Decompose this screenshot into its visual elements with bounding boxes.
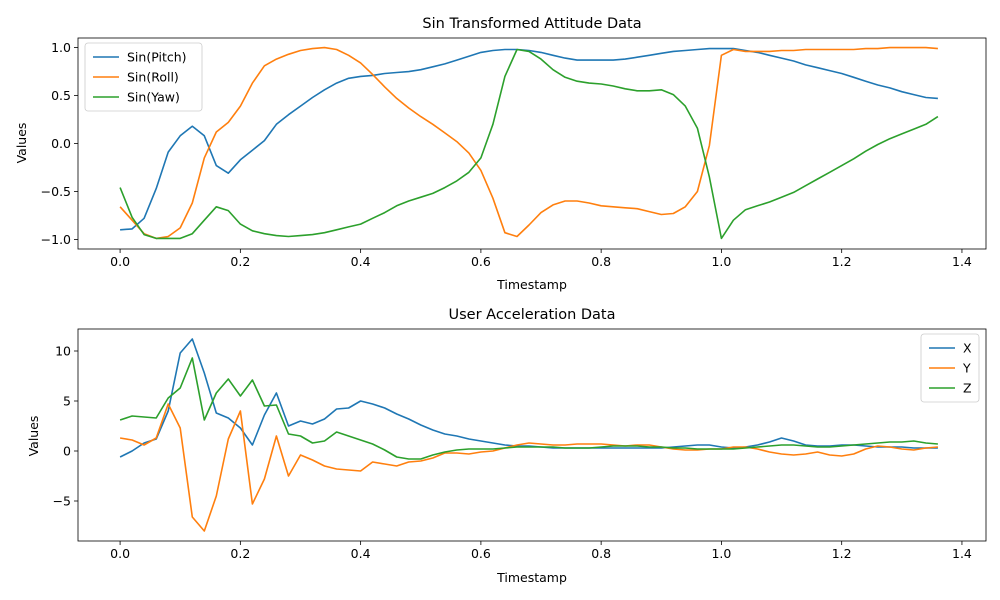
x-tick-label: 0.8 xyxy=(591,254,611,269)
y-tick-label: 10 xyxy=(55,344,71,359)
series-line-1 xyxy=(119,338,938,458)
series-line-3 xyxy=(119,48,939,240)
series-line-2 xyxy=(119,46,938,240)
legend: Sin(Pitch) Sin(Roll) Sin(Yaw) xyxy=(84,42,203,112)
x-tick-label: 0.2 xyxy=(230,546,250,561)
y-axis-label: Values xyxy=(14,123,29,164)
legend-entry: Y xyxy=(962,361,971,376)
chart-acceleration: User Acceleration Data 0.0 0.2 0.4 0.6 0.8 1.… xyxy=(26,307,987,585)
x-tick-label: 1.4 xyxy=(952,254,972,269)
y-tick-label: 0.0 xyxy=(51,136,71,151)
x-tick-label: 1.2 xyxy=(832,546,852,561)
y-axis-label: Values xyxy=(26,416,41,457)
y-tick-label: 0 xyxy=(63,444,71,459)
legend-entry: Sin(Roll) xyxy=(127,70,179,85)
y-tick-label: 0.5 xyxy=(51,88,71,103)
x-axis-label: Timestamp xyxy=(496,570,567,585)
plot-area xyxy=(119,338,938,532)
x-tick-label: 0.0 xyxy=(110,254,130,269)
legend-entry: Sin(Pitch) xyxy=(127,50,187,65)
legend-entry: X xyxy=(963,341,972,356)
x-tick-label: 1.2 xyxy=(832,254,852,269)
x-tick-label: 0.6 xyxy=(471,546,491,561)
legend-frame xyxy=(84,42,203,112)
x-tick-label: 0.4 xyxy=(351,546,371,561)
tick-layer: 0.0 0.2 0.4 0.6 0.8 1.0 1.2 1.4 −5 0 5 10 xyxy=(53,344,972,562)
chart-title: Sin Transformed Attitude Data xyxy=(422,16,641,32)
y-tick-label: 5 xyxy=(63,394,71,409)
x-tick-label: 0.2 xyxy=(230,254,250,269)
x-tick-label: 0.0 xyxy=(110,546,130,561)
chart-title: User Acceleration Data xyxy=(449,307,616,323)
x-tick-label: 1.0 xyxy=(711,546,731,561)
axes-frame xyxy=(77,328,987,542)
series-line-2 xyxy=(119,403,938,532)
legend-entry: Sin(Yaw) xyxy=(127,90,180,105)
x-axis-label: Timestamp xyxy=(496,277,567,292)
series-line-3 xyxy=(119,357,938,460)
y-tick-label: −0.5 xyxy=(41,184,71,199)
y-tick-label: −5 xyxy=(53,494,71,509)
x-tick-label: 0.8 xyxy=(591,546,611,561)
y-tick-label: −1.0 xyxy=(41,232,71,247)
series-line-1 xyxy=(120,47,938,231)
y-tick-label: 1.0 xyxy=(51,40,71,55)
x-tick-label: 1.0 xyxy=(711,254,731,269)
x-tick-label: 0.6 xyxy=(471,254,491,269)
legend-entry: Z xyxy=(963,381,972,396)
chart-attitude: Sin Transformed Attitude Data 0.0 0.2 0.4 0… xyxy=(14,16,987,292)
legend: XYZ xyxy=(920,333,980,403)
x-tick-label: 1.4 xyxy=(952,546,972,561)
tick-layer: 0.0 0.2 0.4 0.6 0.8 1.0 1.2 1.4 −1.0 −0.5 0.0 0.5 1.… xyxy=(41,40,972,269)
x-tick-label: 0.4 xyxy=(351,254,371,269)
plot-area xyxy=(119,46,939,240)
